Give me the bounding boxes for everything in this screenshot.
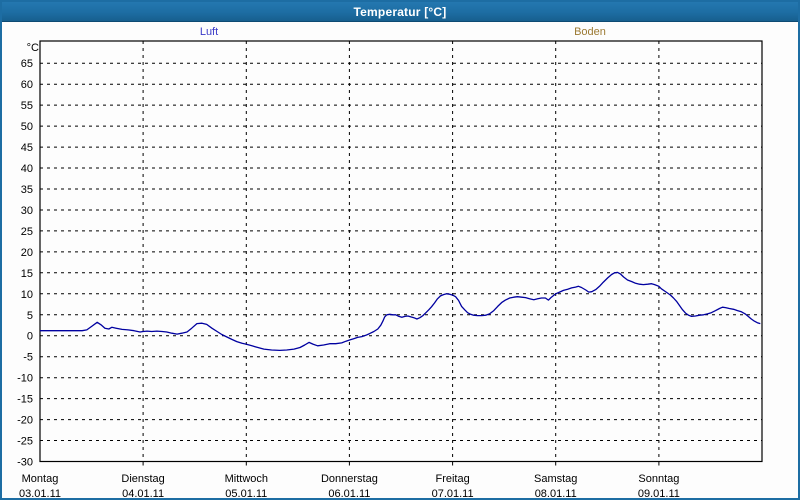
svg-text:Mittwoch: Mittwoch (225, 473, 268, 485)
svg-text:10: 10 (21, 289, 33, 301)
svg-text:0: 0 (27, 331, 33, 343)
svg-text:55: 55 (21, 100, 33, 112)
svg-text:45: 45 (21, 142, 33, 154)
chart-legend: Luft Boden (2, 23, 798, 40)
svg-text:30: 30 (21, 205, 33, 217)
legend-item-boden[interactable]: Boden (574, 26, 606, 38)
svg-text:-30: -30 (17, 457, 33, 469)
svg-text:08.01.11: 08.01.11 (535, 488, 577, 500)
svg-text:-20: -20 (17, 415, 33, 427)
title-bar[interactable]: Temperatur [°C] (2, 2, 798, 22)
svg-text:Samstag: Samstag (534, 473, 577, 485)
svg-text:-10: -10 (17, 373, 33, 385)
svg-text:04.01.11: 04.01.11 (122, 488, 164, 500)
svg-text:Montag: Montag (22, 473, 59, 485)
svg-text:65: 65 (21, 58, 33, 70)
legend-item-luft[interactable]: Luft (199, 26, 219, 38)
svg-text:-5: -5 (23, 352, 33, 364)
svg-text:05.01.11: 05.01.11 (225, 488, 267, 500)
svg-text:Freitag: Freitag (435, 473, 469, 485)
svg-text:Dienstag: Dienstag (121, 473, 164, 485)
window-title: Temperatur [°C] (353, 4, 447, 19)
svg-text:Donnerstag: Donnerstag (321, 473, 378, 485)
svg-text:Sonntag: Sonntag (638, 473, 679, 485)
plot-frame (39, 40, 763, 463)
svg-text:09.01.11: 09.01.11 (638, 488, 680, 500)
svg-text:25: 25 (21, 226, 33, 238)
svg-text:-25: -25 (17, 436, 33, 448)
gridlines (40, 41, 762, 466)
svg-text:5: 5 (27, 310, 33, 322)
axis-labels: 65605550454035302520151050-5-10-15-20-25… (17, 42, 680, 500)
svg-text:35: 35 (21, 184, 33, 196)
luft-series-line (40, 271, 761, 352)
svg-text:15: 15 (21, 268, 33, 280)
svg-text:°C: °C (27, 42, 39, 54)
svg-text:20: 20 (21, 247, 33, 259)
svg-text:60: 60 (21, 79, 33, 91)
svg-text:-15: -15 (17, 394, 33, 406)
svg-text:40: 40 (21, 163, 33, 175)
svg-text:50: 50 (21, 121, 33, 133)
svg-text:07.01.11: 07.01.11 (432, 488, 474, 500)
svg-text:03.01.11: 03.01.11 (19, 488, 61, 500)
svg-text:06.01.11: 06.01.11 (328, 488, 370, 500)
